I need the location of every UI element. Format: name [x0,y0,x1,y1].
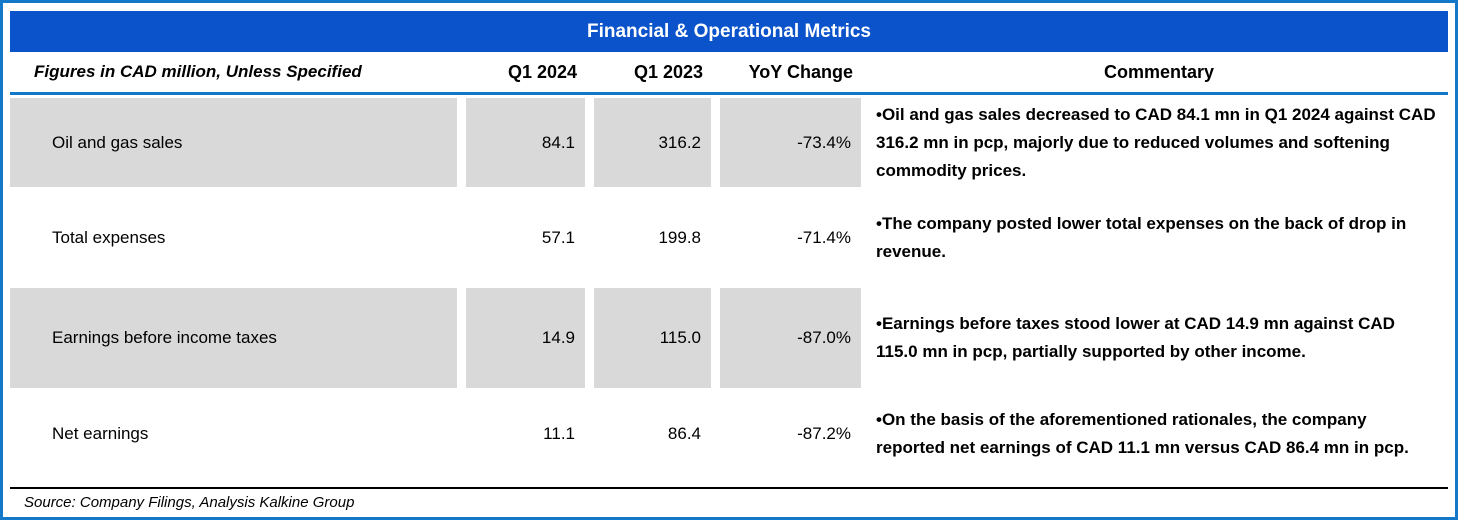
value-q1-2024: 84.1 [466,98,585,187]
value-q1-2023: 115.0 [594,288,711,388]
table-title: Financial & Operational Metrics [586,20,872,42]
value-q1-2024: 14.9 [466,288,585,388]
metric-label: Total expenses [52,227,166,247]
value-q1-2023: 86.4 [667,423,701,443]
table-row-net-earnings: Net earnings 11.1 86.4 -87.2% •On the ba… [10,388,1448,479]
metric-label: Earnings before income taxes [10,288,457,388]
value-q1-2024: 11.1 [543,423,575,443]
metric-label: Net earnings [52,423,149,443]
table-title-bar: Financial & Operational Metrics [10,11,1448,52]
value-yoy-change: -87.0% [720,288,861,388]
value-yoy-change: -73.4% [720,98,861,187]
commentary-text: •On the basis of the aforementioned rati… [876,409,1409,457]
column-header-q1-2024: Q1 2024 [507,61,577,82]
metric-label: Oil and gas sales [10,98,457,187]
commentary-text: •Earnings before taxes stood lower at CA… [876,314,1395,361]
value-yoy-change: -87.2% [797,423,851,443]
commentary-text: •Oil and gas sales decreased to CAD 84.1… [876,104,1436,180]
commentary-text: •The company posted lower total expenses… [876,213,1407,261]
value-q1-2024: 57.1 [541,227,575,247]
column-header-commentary: Commentary [1103,61,1215,82]
table-row-earnings-before-income-taxes: Earnings before income taxes 14.9 115.0 … [10,288,1448,388]
value-q1-2023: 199.8 [658,227,701,247]
table-row-total-expenses: Total expenses 57.1 199.8 -71.4% •The co… [10,187,1448,288]
column-header-q1-2023: Q1 2023 [633,61,703,82]
column-header-metric: Figures in CAD million, Unless Specified [34,62,362,81]
table-row-oil-and-gas-sales: Oil and gas sales 84.1 316.2 -73.4% •Oil… [10,98,1448,187]
table-header-row: Figures in CAD million, Unless Specified… [10,52,1448,95]
footer-divider [10,487,1448,489]
value-yoy-change: -71.4% [797,227,851,247]
value-q1-2023: 316.2 [594,98,711,187]
column-header-yoy-change: YoY Change [748,61,853,82]
table-body: Oil and gas sales 84.1 316.2 -73.4% •Oil… [10,98,1448,479]
source-note: Source: Company Filings, Analysis Kalkin… [24,494,355,511]
